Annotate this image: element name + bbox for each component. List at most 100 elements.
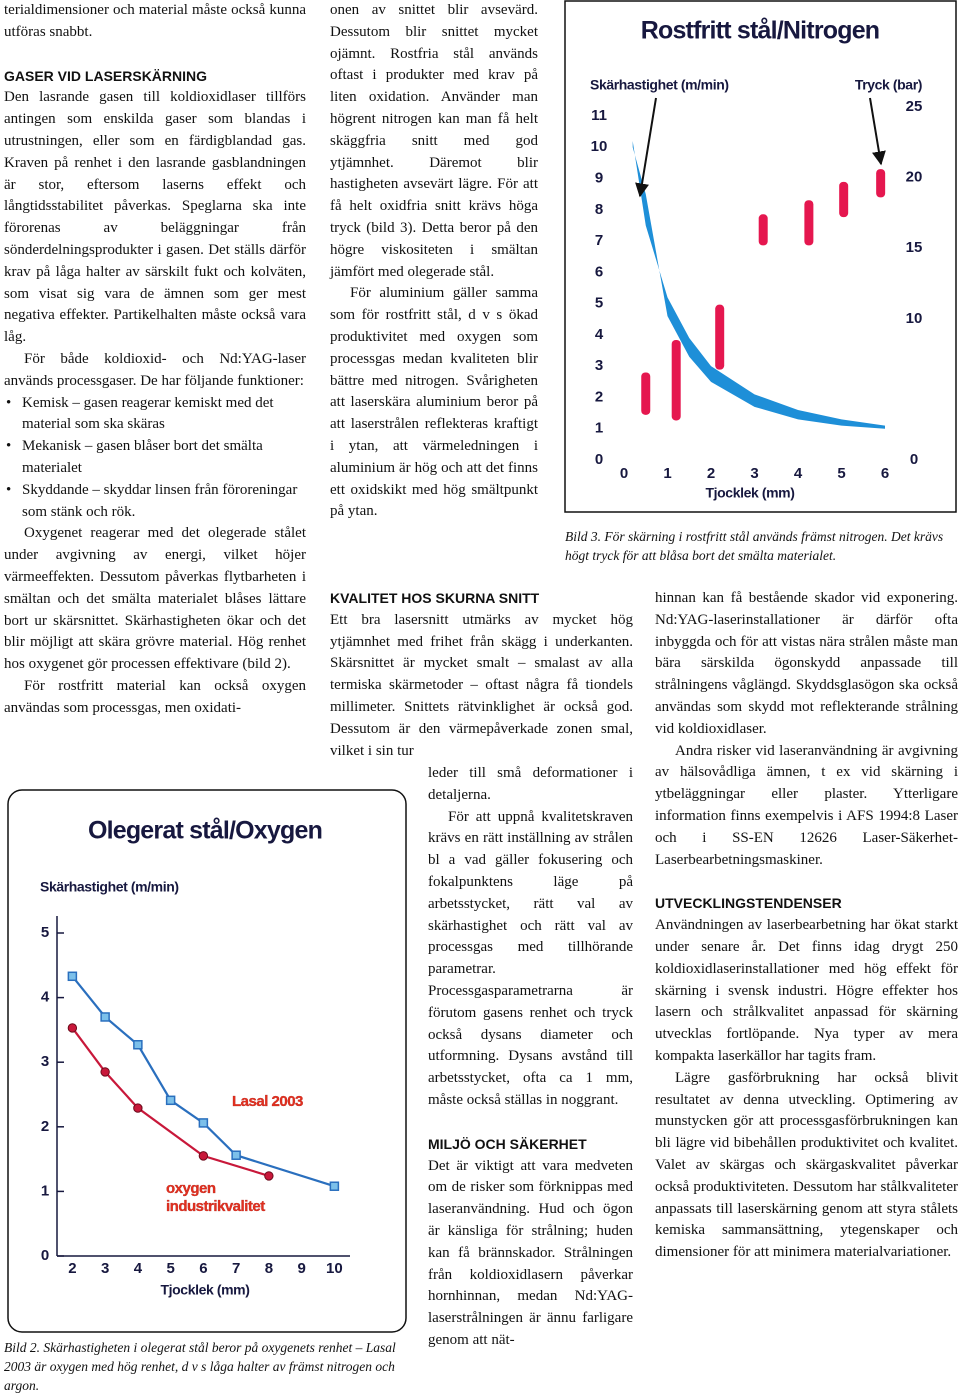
y-tick-label: 8 <box>595 201 603 218</box>
x-axis-label: Tjocklek (mm) <box>706 485 795 501</box>
series-label-box: Lasal 2003 <box>232 1093 304 1110</box>
chart-title: Rostfritt stål/Nitrogen <box>641 17 880 45</box>
pressure-bar <box>804 200 814 246</box>
pressure-bar <box>758 214 768 246</box>
x-tick-label: 9 <box>297 1260 305 1277</box>
x-tick-label: 5 <box>166 1260 174 1277</box>
x-tick-label: 2 <box>68 1260 76 1277</box>
y2-axis-label: Tryck (bar) <box>855 77 922 93</box>
paragraph: För att uppnå kvalitetskraven krävs en r… <box>428 808 633 1108</box>
paragraph: Ett bra lasersnitt utmärks av mycket hög… <box>330 611 633 759</box>
paragraph: Oxygenet reagerar med det olegerade stål… <box>4 525 306 673</box>
section-heading: GASER VID LASERSKÄRNING <box>4 67 208 84</box>
y-tick-label: 2 <box>41 1118 49 1135</box>
y-tick-label: 2 <box>595 388 603 405</box>
x-tick-label: 5 <box>837 465 845 482</box>
chart-carbon-steel: Olegerat stål/Oxygen Skärhastighet (m/min… <box>7 789 407 1333</box>
y-tick-label: 1 <box>595 420 603 437</box>
x-tick-label: 7 <box>232 1260 240 1277</box>
point-marker <box>67 1023 78 1033</box>
point-marker <box>133 1040 143 1050</box>
pointer-arrow <box>635 97 657 198</box>
point-marker <box>329 1181 340 1191</box>
pointer-arrow <box>869 97 886 166</box>
pressure-bar <box>715 304 725 370</box>
bullet-item: Mekanisk – gasen blåser bort det smälta … <box>4 436 306 480</box>
point-marker <box>198 1151 209 1161</box>
y-tick-label: 7 <box>595 232 603 249</box>
chart-frame <box>7 789 407 1333</box>
bullet-item: Skyddande – skyddar linsen från föroreni… <box>4 480 306 524</box>
text-column: onen av snittet blir avsevärd. Dessutom … <box>330 0 538 523</box>
pressure-bar <box>671 339 681 421</box>
chart-stainless: Rostfritt stål/Nitrogen Skärhastighet (m/… <box>564 0 957 513</box>
paragraph: Användningen av laserbearbetning har öka… <box>655 917 958 1064</box>
point-marker <box>100 1012 110 1022</box>
y-tick-label: 0 <box>41 1247 49 1264</box>
point-marker <box>67 971 78 982</box>
paragraph: Lägre gasförbrukning har också blivit re… <box>655 1069 958 1261</box>
x-tick-label: 4 <box>134 1260 143 1277</box>
series-label: Lasal 2003 <box>232 1093 304 1110</box>
point-marker <box>133 1103 143 1113</box>
section-heading: MILJÖ OCH SÄKERHET <box>428 1135 587 1152</box>
x-tick-label: 8 <box>265 1260 273 1277</box>
y-tick-label: 0 <box>595 451 603 468</box>
point-marker <box>231 1150 241 1160</box>
paragraph: leder till små deformationer i detaljern… <box>428 765 633 803</box>
y-tick-label: 10 <box>591 138 608 155</box>
pressure-bar <box>839 181 849 218</box>
paragraph: onen av snittet blir avsevärd. Dessutom … <box>330 2 538 280</box>
y-tick-label: 5 <box>41 924 49 941</box>
paragraph: hinnan kan få bestående skador vid expon… <box>655 590 958 737</box>
x-tick-label: 6 <box>199 1260 207 1277</box>
x-tick-label: 0 <box>620 465 628 482</box>
y2-tick-label: 10 <box>906 310 923 327</box>
y-tick-label: 1 <box>41 1182 49 1199</box>
bullet-item: Kemisk – gasen reagerar kemiskt med det … <box>4 393 306 437</box>
x-tick-label: 2 <box>707 465 715 482</box>
speed-band <box>632 141 885 429</box>
point-marker <box>198 1118 209 1128</box>
point-marker <box>264 1171 274 1181</box>
y-tick-label: 4 <box>41 989 50 1006</box>
paragraph: terialdimensioner och material måste ock… <box>4 2 306 40</box>
text-column: terialdimensioner och material måste ock… <box>4 0 306 720</box>
paragraph: För rostfritt material kan också oxygen … <box>4 677 306 716</box>
chart-frame <box>564 0 957 513</box>
x-tick-label: 4 <box>794 465 803 482</box>
pressure-bar <box>876 169 886 198</box>
figure-caption: Bild 2. Skärhastigheten i olegerat stål … <box>4 1340 396 1393</box>
point-marker <box>100 1067 110 1077</box>
y-tick-label: 11 <box>591 107 607 124</box>
x-tick-label: 3 <box>101 1260 109 1277</box>
text-column: leder till små deformationer i detaljern… <box>428 763 633 1352</box>
section-heading: KVALITET HOS SKURNA SNITT <box>330 590 540 606</box>
paragraph: För aluminium gäller samma som för rostf… <box>330 285 538 520</box>
x-tick-label: 3 <box>750 465 758 482</box>
section-heading: UTVECKLINGSTENDENSER <box>655 895 842 912</box>
y-axis-label: Skärhastighet (m/min) <box>40 879 179 895</box>
y2-tick-label: 15 <box>906 239 923 256</box>
y2-tick-label: 0 <box>910 451 918 468</box>
y-tick-label: 3 <box>41 1053 49 1070</box>
paragraph: För både koldioxid- och Nd:YAG-laser anv… <box>4 350 306 389</box>
paragraph: Andra risker vid laseranvändning är avgi… <box>655 742 958 868</box>
chart-title: Olegerat stål/Oxygen <box>88 817 322 845</box>
series-label-box: oxygen industrikvalitet <box>166 1180 265 1215</box>
y-axis-label: Skärhastighet (m/min) <box>590 77 729 93</box>
x-tick-label: 6 <box>881 465 889 482</box>
y-tick-label: 6 <box>595 263 603 280</box>
y-tick-label: 3 <box>595 357 603 374</box>
paragraph: Det är viktigt att vara medveten om de r… <box>428 1157 633 1348</box>
text-column: KVALITET HOS SKURNA SNITT Ett bra lasersn… <box>330 588 633 762</box>
point-marker <box>165 1095 176 1106</box>
y-tick-label: 5 <box>595 295 603 312</box>
y-tick-label: 4 <box>595 326 604 343</box>
x-tick-label: 1 <box>663 465 671 482</box>
y2-tick-label: 25 <box>906 98 923 115</box>
y2-tick-label: 20 <box>906 169 923 186</box>
series-label: oxygen industrikvalitet <box>166 1180 265 1215</box>
x-tick-label: 10 <box>326 1260 343 1277</box>
